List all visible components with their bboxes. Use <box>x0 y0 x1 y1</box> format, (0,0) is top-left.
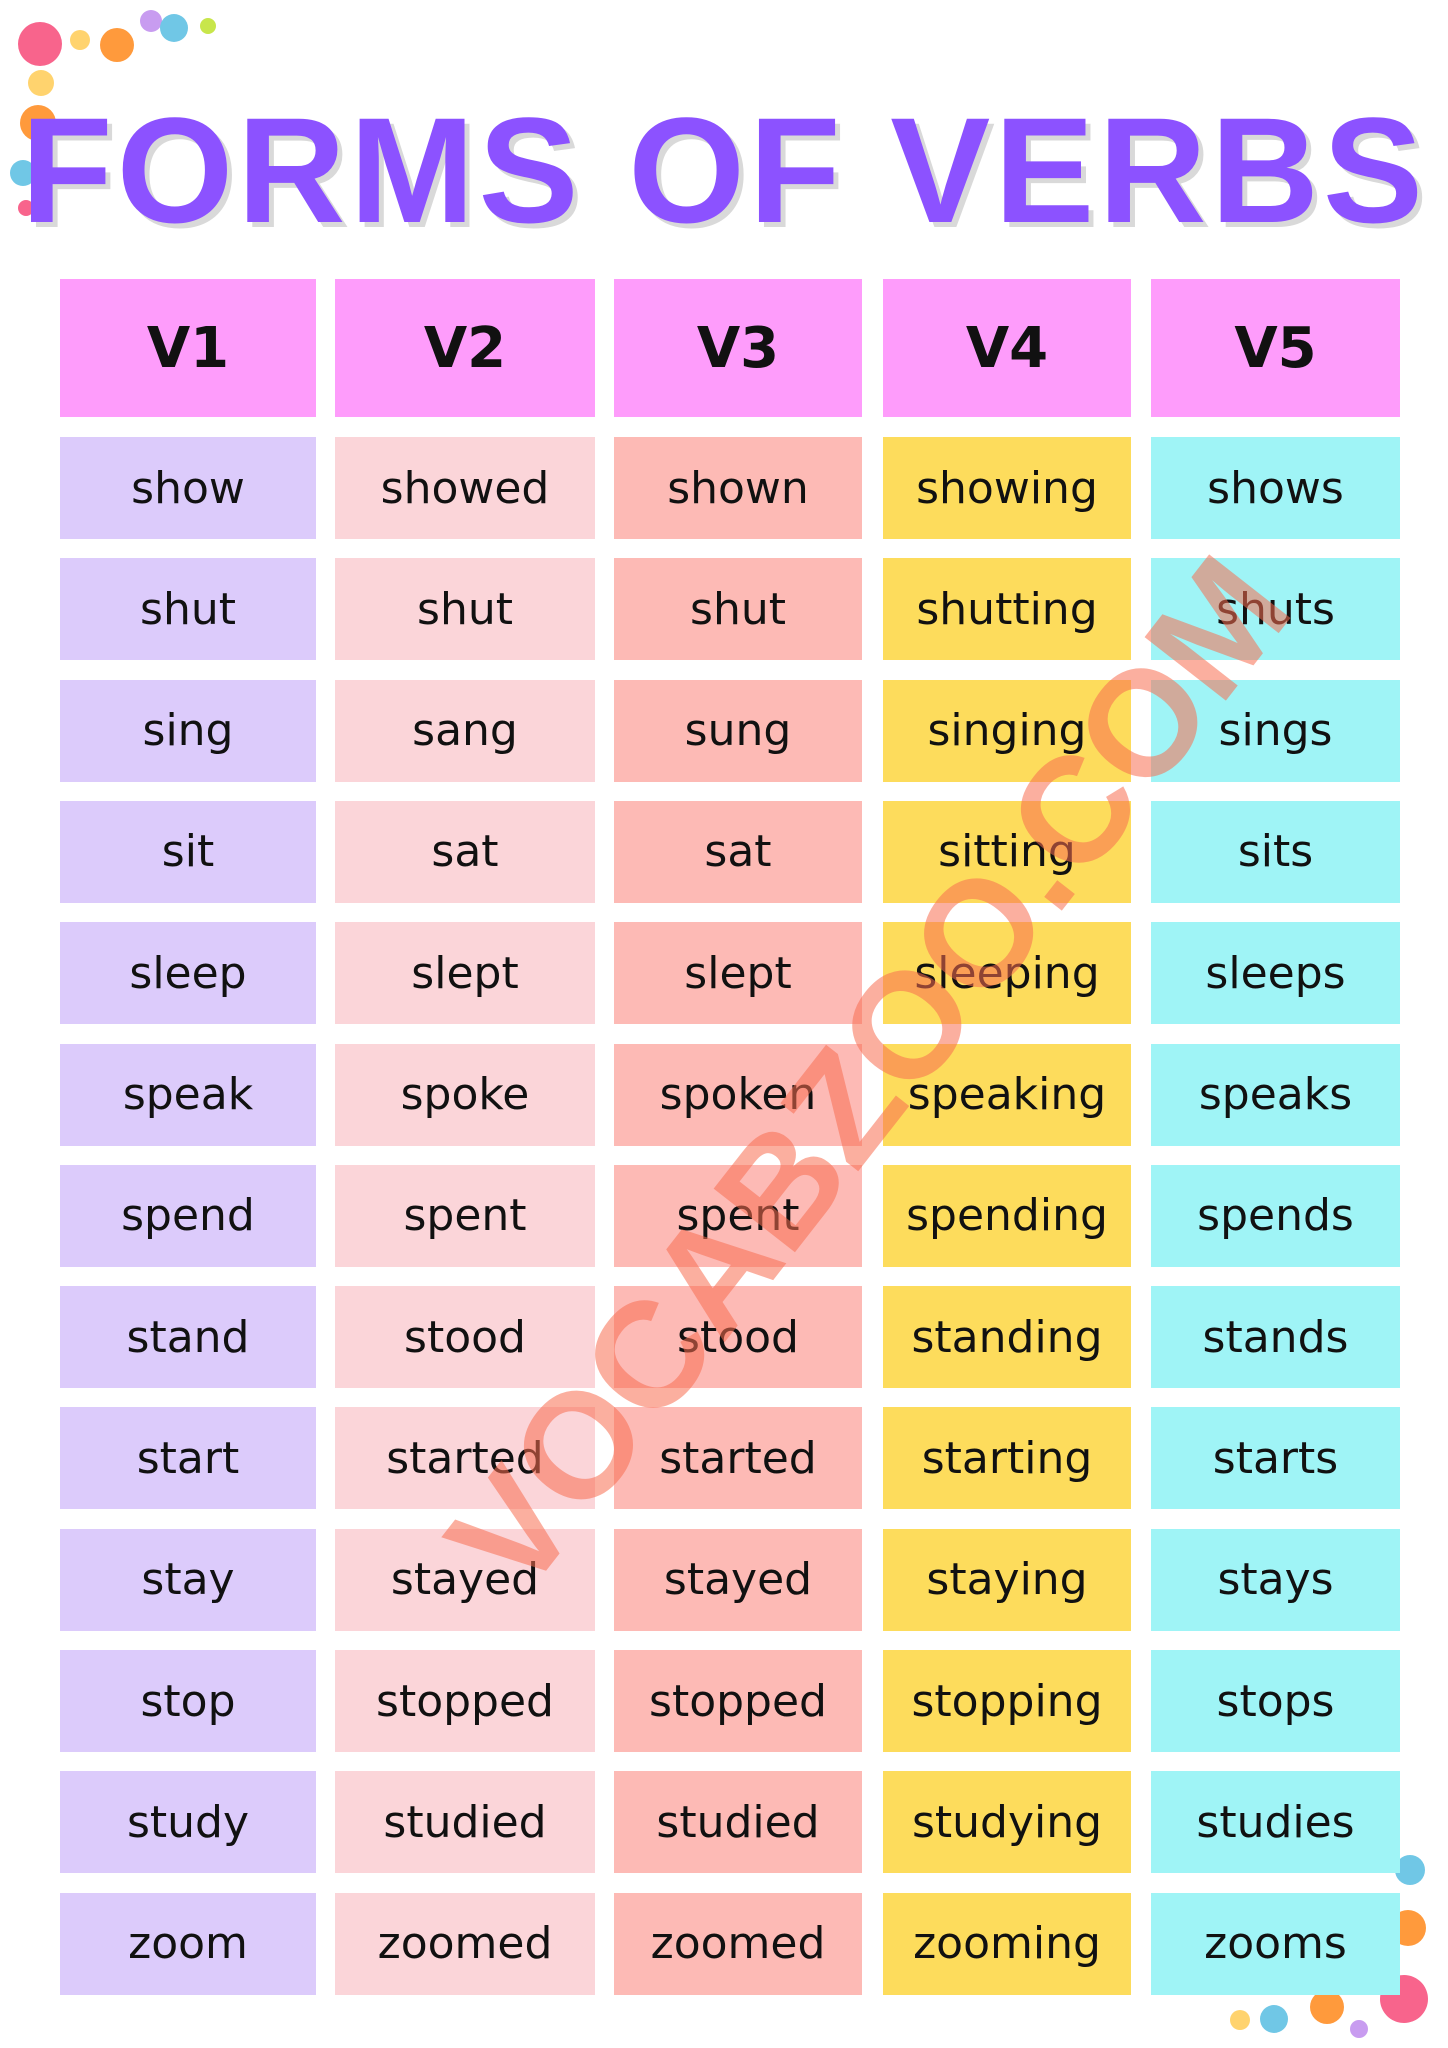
verb-cell: shutting <box>883 558 1131 661</box>
verb-cell: spoke <box>335 1043 595 1146</box>
verb-cell: sang <box>335 679 595 782</box>
verb-cell: stands <box>1151 1286 1400 1389</box>
verb-cell: stood <box>335 1286 595 1389</box>
verb-cell: zooming <box>883 1892 1131 1995</box>
verb-cell: shows <box>1151 437 1400 539</box>
verb-cell: zooms <box>1151 1892 1400 1995</box>
verb-cell: standing <box>883 1286 1131 1389</box>
verb-cell: stopped <box>614 1650 862 1752</box>
verb-cell: spend <box>60 1164 316 1267</box>
verb-cell: sleeping <box>883 922 1131 1025</box>
verb-cell: stays <box>1151 1528 1400 1631</box>
verb-cell: shown <box>614 437 862 539</box>
verb-cell: sat <box>335 800 595 903</box>
verb-cell: studied <box>335 1771 595 1874</box>
column-header: V2 <box>335 279 595 417</box>
verb-cell: sitting <box>883 800 1131 903</box>
verb-cell: speaking <box>883 1043 1131 1146</box>
column-header: V5 <box>1151 279 1400 417</box>
title: FORMS OF VERBS <box>20 86 1428 254</box>
verb-cell: studied <box>614 1771 862 1874</box>
verb-cell: stop <box>60 1650 316 1752</box>
verb-cell: sits <box>1151 800 1400 903</box>
verb-cell: studying <box>883 1771 1131 1874</box>
verb-cell: studies <box>1151 1771 1400 1874</box>
verb-cell: staying <box>883 1528 1131 1631</box>
verb-cell: spoken <box>614 1043 862 1146</box>
verb-cell: sleeps <box>1151 922 1400 1025</box>
verb-cell: speak <box>60 1043 316 1146</box>
verb-cell: sleep <box>60 922 316 1025</box>
verb-cell: shuts <box>1151 558 1400 661</box>
column-header: V3 <box>614 279 862 417</box>
verb-cell: stopping <box>883 1650 1131 1752</box>
column-header: V4 <box>883 279 1131 417</box>
verb-cell: showing <box>883 437 1131 539</box>
verb-cell: singing <box>883 679 1131 782</box>
verb-cell: stood <box>614 1286 862 1389</box>
verb-cell: spent <box>335 1164 595 1267</box>
verb-cell: stand <box>60 1286 316 1389</box>
verb-cell: shut <box>614 558 862 661</box>
verb-cell: speaks <box>1151 1043 1400 1146</box>
verb-cell: slept <box>335 922 595 1025</box>
verb-cell: stops <box>1151 1650 1400 1752</box>
column-header: V1 <box>60 279 316 417</box>
verb-cell: stayed <box>614 1528 862 1631</box>
verb-cell: shut <box>60 558 316 661</box>
verb-cell: showed <box>335 437 595 539</box>
verb-cell: started <box>335 1407 595 1510</box>
verb-cell: sat <box>614 800 862 903</box>
verb-cell: shut <box>335 558 595 661</box>
verb-cell: zoom <box>60 1892 316 1995</box>
verb-cell: spends <box>1151 1164 1400 1267</box>
verb-cell: sing <box>60 679 316 782</box>
verb-cell: start <box>60 1407 316 1510</box>
verb-cell: started <box>614 1407 862 1510</box>
verb-cell: study <box>60 1771 316 1874</box>
verb-cell: sings <box>1151 679 1400 782</box>
verb-cell: starting <box>883 1407 1131 1510</box>
verb-cell: show <box>60 437 316 539</box>
verb-cell: stopped <box>335 1650 595 1752</box>
verb-cell: zoomed <box>614 1892 862 1995</box>
verb-cell: sit <box>60 800 316 903</box>
verb-cell: starts <box>1151 1407 1400 1510</box>
verb-cell: sung <box>614 679 862 782</box>
verb-cell: zoomed <box>335 1892 595 1995</box>
verb-cell: spending <box>883 1164 1131 1267</box>
verb-cell: slept <box>614 922 862 1025</box>
verb-cell: stayed <box>335 1528 595 1631</box>
verb-cell: spent <box>614 1164 862 1267</box>
verb-cell: stay <box>60 1528 316 1631</box>
